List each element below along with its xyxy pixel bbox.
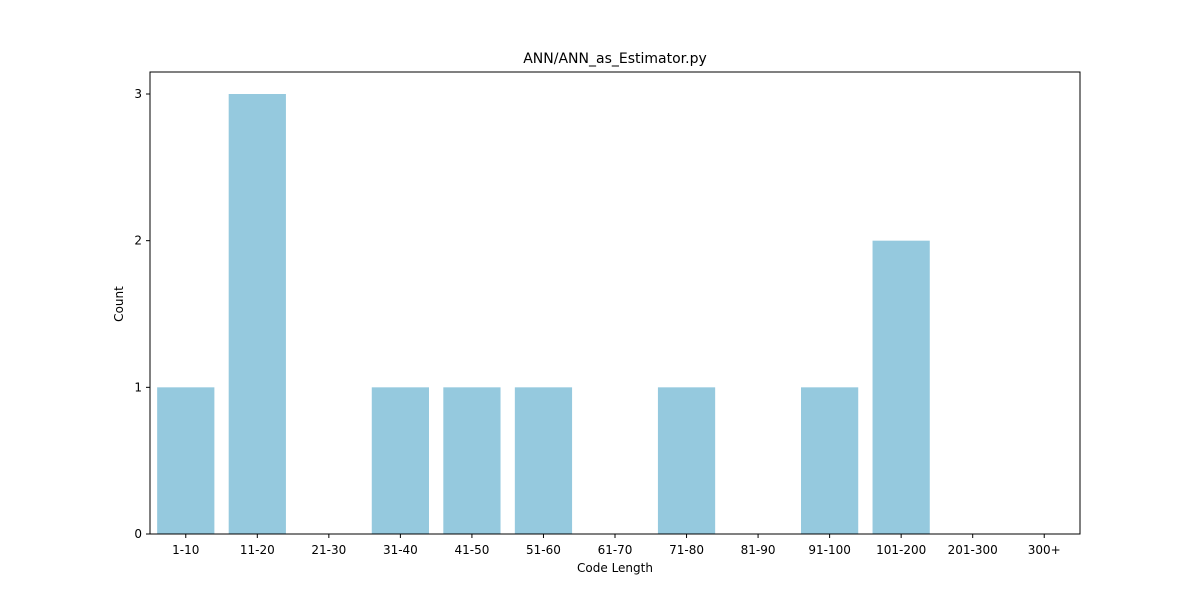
bar-41-50 <box>443 387 501 534</box>
bar-1-10 <box>157 387 215 534</box>
x-tick-label: 31-40 <box>383 543 418 557</box>
y-axis-ticks: 0 1 2 3 <box>134 87 150 541</box>
y-tick-label: 0 <box>134 527 142 541</box>
bar-11-20 <box>228 94 286 534</box>
x-tick-label: 51-60 <box>526 543 561 557</box>
plot-area-frame <box>149 71 1081 535</box>
bar-71-80 <box>657 387 716 534</box>
x-tick-label: 91-100 <box>808 543 851 557</box>
x-tick-label: 11-20 <box>240 543 275 557</box>
chart-title: ANN/ANN_as_Estimator.py <box>523 51 707 67</box>
y-tick-label: 2 <box>134 234 142 248</box>
y-tick-label: 1 <box>134 380 142 394</box>
bar-31-40 <box>371 387 429 534</box>
x-axis-title: Code Length <box>577 561 653 575</box>
x-tick-label: 101-200 <box>876 543 926 557</box>
y-axis-title: Count <box>112 286 126 322</box>
x-tick-label: 300+ <box>1028 543 1061 557</box>
x-axis-ticks: 1-10 11-20 21-30 31-40 41-50 51-60 61-70 71-80 8… <box>172 534 1061 557</box>
x-tick-label: 21-30 <box>311 543 346 557</box>
x-tick-label: 41-50 <box>454 543 489 557</box>
bar-91-100 <box>801 387 859 534</box>
x-tick-label: 61-70 <box>598 543 633 557</box>
x-tick-label: 1-10 <box>172 543 199 557</box>
x-tick-label: 71-80 <box>669 543 704 557</box>
bar-101-200 <box>872 240 930 534</box>
bar-51-60 <box>514 387 573 534</box>
y-tick-label: 3 <box>134 87 142 101</box>
x-tick-label: 81-90 <box>741 543 776 557</box>
bars-group <box>157 94 930 534</box>
x-tick-label: 201-300 <box>948 543 998 557</box>
